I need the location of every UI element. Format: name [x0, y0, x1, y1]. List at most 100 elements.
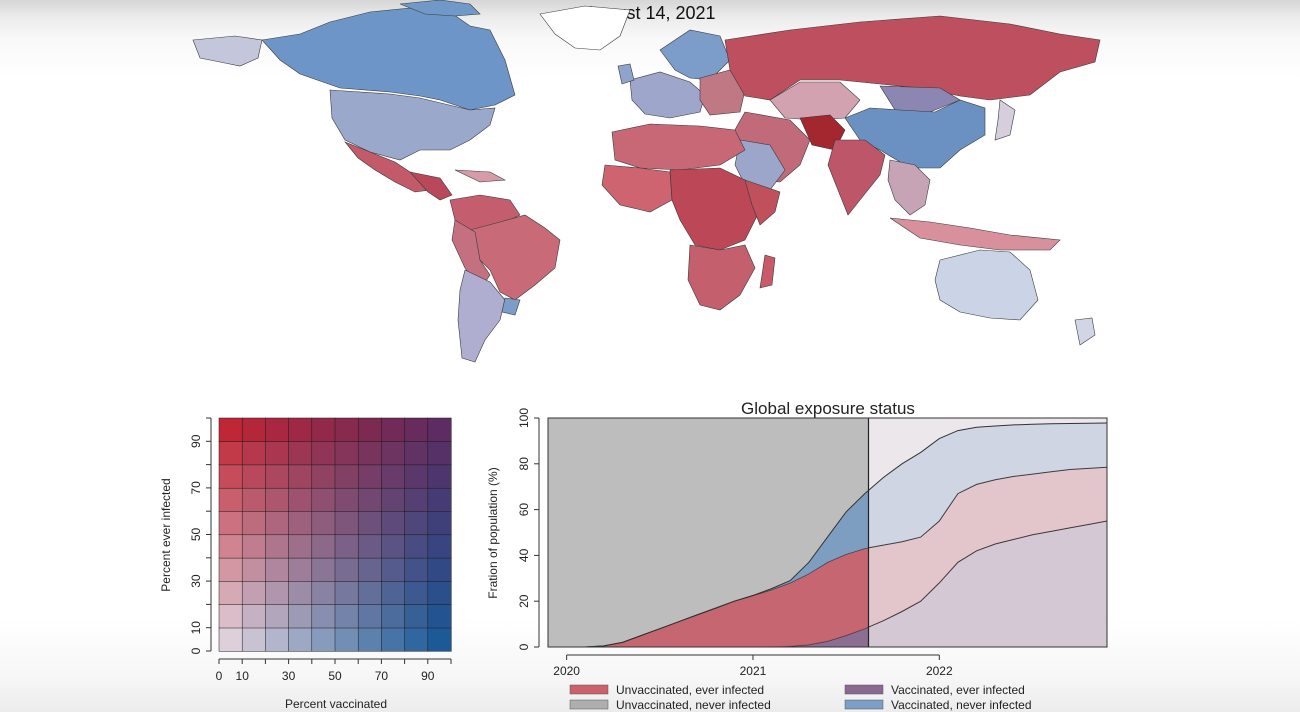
legend-swatch [569, 699, 609, 710]
map-kazakhstan [769, 81, 861, 121]
heatmap-cell [334, 417, 359, 442]
heatmap-cell [241, 627, 266, 652]
heatmap-cell [265, 441, 290, 466]
heatmap-cell [381, 487, 406, 512]
heatmap-cell [381, 580, 406, 605]
area-x-tick-label: 2020 [553, 664, 580, 678]
area-y-tick-label: 80 [517, 457, 531, 471]
legend-label: Vaccinated, never infected [891, 698, 1032, 712]
heatmap-y-tick-label: 90 [189, 434, 203, 448]
heatmap-cell [381, 464, 406, 489]
heatmap-cell [357, 580, 382, 605]
heatmap-x-tick-label: 0 [216, 669, 223, 683]
heatmap-cell [311, 441, 336, 466]
heatmap-x-tick-label: 70 [375, 669, 389, 683]
area-series-vacc_ever-past [566, 627, 869, 647]
heatmap-y-tick-label: 30 [189, 574, 203, 588]
heatmap-cell [241, 510, 266, 536]
area-y-tick-label: 100 [517, 408, 531, 428]
heatmap-cell [381, 510, 406, 536]
map-uruguay [501, 297, 521, 316]
heatmap-cell [218, 557, 243, 582]
heatmap-cell [357, 464, 382, 489]
heatmap-cell [265, 417, 290, 442]
heatmap-cell [381, 604, 406, 629]
area-series-line-unvacc_ever [566, 466, 1108, 648]
heatmap-xlabel: Percent vaccinated [285, 697, 387, 711]
heatmap-cell [218, 417, 243, 442]
heatmap-ylabel: Percent ever infected [159, 478, 173, 591]
heatmap-cell [334, 580, 359, 605]
map-central-america [409, 171, 453, 201]
map-china [844, 99, 986, 169]
heatmap-cell [311, 510, 336, 536]
map-greenland [539, 5, 631, 51]
heatmap-cell [218, 510, 243, 536]
area-series-line-vacc_never [566, 422, 1108, 648]
heatmap-cell [427, 604, 452, 629]
area-future-background [868, 418, 1107, 647]
heatmap-cell [404, 464, 429, 489]
heatmap-y-tick-label: 70 [189, 481, 203, 495]
heatmap-cell [288, 580, 313, 605]
heatmap-cell [334, 510, 359, 536]
map-usa [329, 89, 496, 161]
heatmap-cell [427, 534, 452, 559]
heatmap-cell [218, 580, 243, 605]
legend-label: Unvaccinated, ever infected [616, 683, 764, 697]
area-series-unvacc_ever-past [566, 547, 869, 647]
heatmap-cell [404, 557, 429, 582]
heatmap-cell [265, 510, 290, 536]
map-indonesia [889, 217, 1061, 251]
heatmap-x-tick-label: 10 [236, 669, 250, 683]
heatmap-cell [427, 580, 452, 605]
legend-swatch [844, 699, 884, 710]
heatmap-cell [404, 510, 429, 536]
heatmap-cell [334, 487, 359, 512]
heatmap-cell [241, 441, 266, 466]
area-series-line-vacc_ever [566, 520, 1108, 648]
heatmap-cell [288, 604, 313, 629]
heatmap-y-tick-label: 0 [189, 647, 203, 654]
heatmap-cell [404, 604, 429, 629]
world-map [192, 0, 1101, 363]
area-chart-title: Global exposure status [741, 399, 915, 418]
map-canada-arctic [399, 0, 481, 17]
heatmap-cell [427, 464, 452, 489]
heatmap-cell [357, 534, 382, 559]
map-madagascar [759, 254, 776, 289]
map-scandinavia [659, 29, 731, 81]
map-southern-africa [687, 244, 756, 311]
heatmap-cell [311, 464, 336, 489]
heatmap-cell [381, 627, 406, 652]
heatmap-cell [311, 580, 336, 605]
heatmap-y-tick-label: 10 [189, 621, 203, 635]
heatmap-cell [241, 464, 266, 489]
heatmap-cell [357, 627, 382, 652]
area-series-unvacc_ever-future [868, 467, 1107, 628]
heatmap-cell [288, 441, 313, 466]
heatmap-cell [427, 557, 452, 582]
map-mongolia [879, 85, 961, 113]
heatmap-cell [265, 604, 290, 629]
heatmap-cell [427, 487, 452, 512]
legend-swatch [844, 684, 884, 695]
heatmap-cell [404, 487, 429, 512]
heatmap-cell [334, 441, 359, 466]
heatmap-cell [311, 534, 336, 559]
map-horn-africa [744, 179, 781, 226]
heatmap-cell [427, 627, 452, 652]
map-india [827, 139, 886, 216]
heatmap-cell [427, 441, 452, 466]
heatmap-cell [311, 487, 336, 512]
map-mexico [344, 141, 431, 193]
heatmap-cell [288, 487, 313, 512]
heatmap-cell [241, 580, 266, 605]
heatmap-cell [334, 534, 359, 559]
map-central-africa [669, 167, 761, 251]
heatmap-cell [381, 557, 406, 582]
map-australia [934, 249, 1039, 321]
heatmap-cell [218, 604, 243, 629]
area-series-vacc_ever-future [868, 521, 1107, 647]
heatmap-cell [241, 557, 266, 582]
